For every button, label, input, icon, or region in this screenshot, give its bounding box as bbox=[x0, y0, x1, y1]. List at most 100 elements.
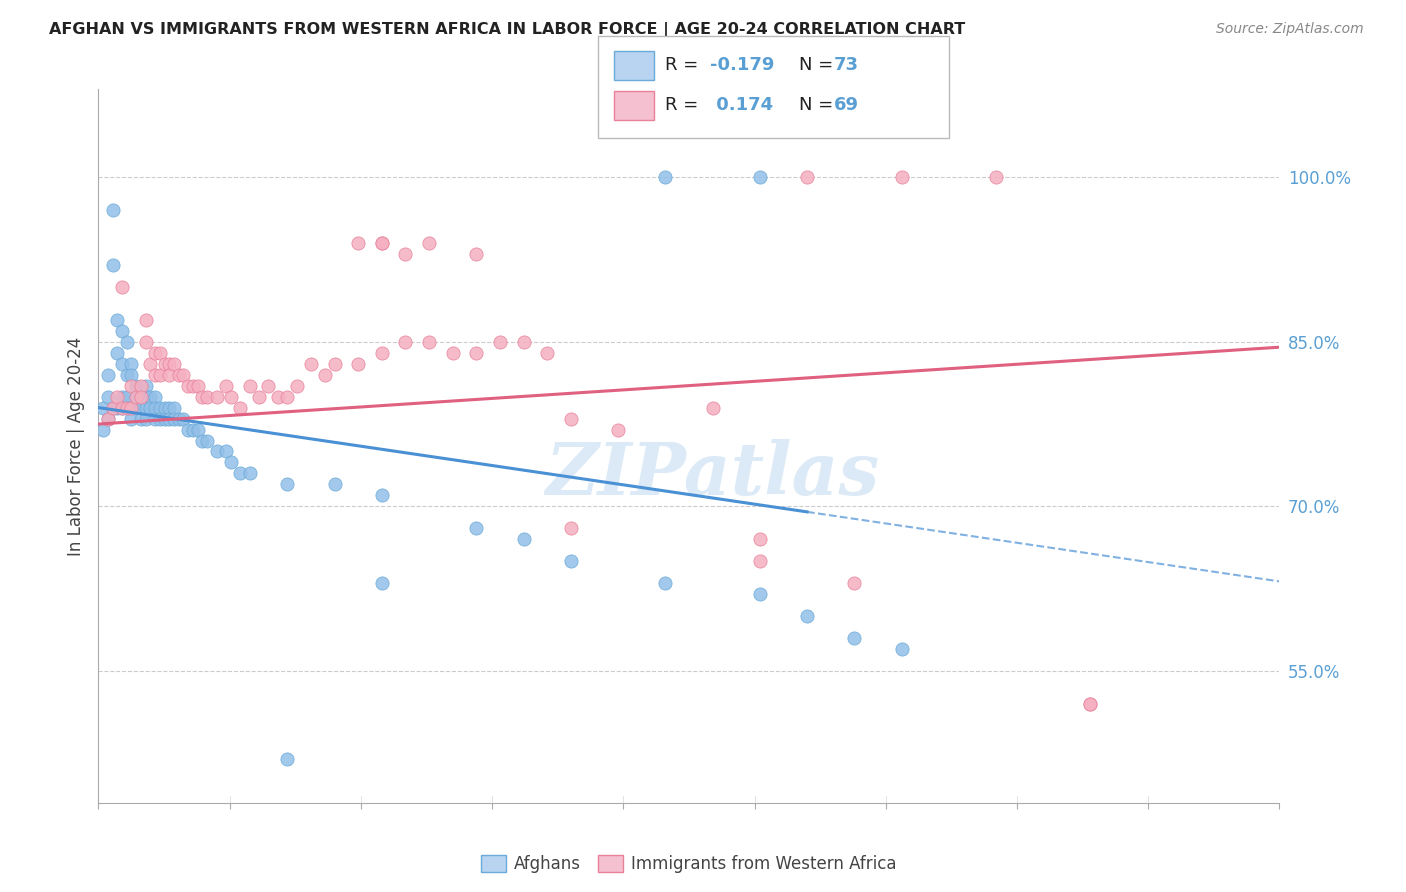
Point bbox=[1080, 697, 1102, 711]
Point bbox=[560, 411, 582, 425]
Point bbox=[111, 280, 134, 294]
Point bbox=[101, 401, 124, 415]
Point bbox=[748, 533, 770, 547]
Point bbox=[115, 368, 138, 382]
Point bbox=[1080, 697, 1102, 711]
Point bbox=[536, 345, 558, 359]
Point bbox=[371, 576, 394, 591]
Point bbox=[195, 434, 218, 448]
Point bbox=[129, 411, 152, 425]
Point bbox=[172, 368, 194, 382]
Point bbox=[748, 169, 770, 184]
Point bbox=[247, 390, 270, 404]
Point bbox=[654, 169, 676, 184]
Point bbox=[267, 390, 290, 404]
Point bbox=[157, 357, 180, 371]
Point bbox=[97, 411, 120, 425]
Point bbox=[844, 576, 866, 591]
Point bbox=[111, 401, 134, 415]
Text: N =: N = bbox=[799, 56, 832, 74]
Point bbox=[157, 368, 180, 382]
Point bbox=[121, 357, 143, 371]
Y-axis label: In Labor Force | Age 20-24: In Labor Force | Age 20-24 bbox=[66, 336, 84, 556]
Point bbox=[285, 378, 308, 392]
Text: R =: R = bbox=[665, 96, 699, 114]
Point bbox=[115, 401, 138, 415]
Point bbox=[135, 401, 157, 415]
Point bbox=[135, 312, 157, 326]
Point bbox=[239, 378, 262, 392]
Point bbox=[465, 345, 488, 359]
Point bbox=[97, 390, 120, 404]
Point bbox=[512, 334, 534, 349]
Point bbox=[890, 642, 912, 657]
Point bbox=[111, 401, 134, 415]
Point bbox=[143, 345, 166, 359]
Point bbox=[489, 334, 512, 349]
Point bbox=[418, 235, 440, 250]
Point bbox=[135, 411, 157, 425]
Point bbox=[276, 477, 298, 491]
Text: 69: 69 bbox=[834, 96, 859, 114]
Point bbox=[111, 324, 134, 338]
Point bbox=[371, 345, 394, 359]
Point bbox=[121, 378, 143, 392]
Point bbox=[153, 357, 176, 371]
Point bbox=[121, 368, 143, 382]
Point bbox=[441, 345, 464, 359]
Text: 0.174: 0.174 bbox=[710, 96, 773, 114]
Point bbox=[347, 357, 370, 371]
Point bbox=[139, 357, 162, 371]
Point bbox=[172, 411, 194, 425]
Point bbox=[91, 423, 114, 437]
Point bbox=[163, 411, 186, 425]
Point bbox=[143, 411, 166, 425]
Point bbox=[229, 401, 252, 415]
Point bbox=[371, 488, 394, 502]
Point bbox=[153, 401, 176, 415]
Point bbox=[139, 390, 162, 404]
Point bbox=[394, 247, 416, 261]
Text: AFGHAN VS IMMIGRANTS FROM WESTERN AFRICA IN LABOR FORCE | AGE 20-24 CORRELATION : AFGHAN VS IMMIGRANTS FROM WESTERN AFRICA… bbox=[49, 22, 966, 38]
Point bbox=[111, 357, 134, 371]
Point bbox=[796, 609, 818, 624]
Point bbox=[115, 390, 138, 404]
Point bbox=[105, 401, 128, 415]
Point bbox=[299, 357, 322, 371]
Point bbox=[796, 169, 818, 184]
Point bbox=[125, 390, 148, 404]
Point bbox=[125, 378, 148, 392]
Point bbox=[91, 401, 114, 415]
Point bbox=[418, 334, 440, 349]
Point bbox=[97, 368, 120, 382]
Point bbox=[153, 411, 176, 425]
Point bbox=[167, 368, 190, 382]
Point bbox=[129, 390, 152, 404]
Point bbox=[347, 235, 370, 250]
Point bbox=[111, 390, 134, 404]
Point bbox=[105, 312, 128, 326]
Point bbox=[371, 235, 394, 250]
Point bbox=[276, 390, 298, 404]
Point bbox=[560, 521, 582, 535]
Point bbox=[101, 258, 124, 272]
Point bbox=[143, 390, 166, 404]
Point bbox=[143, 368, 166, 382]
Point bbox=[143, 401, 166, 415]
Text: R =: R = bbox=[665, 56, 699, 74]
Point bbox=[607, 423, 630, 437]
Point bbox=[105, 345, 128, 359]
Point bbox=[191, 434, 214, 448]
Point bbox=[654, 576, 676, 591]
Point bbox=[129, 378, 152, 392]
Point bbox=[984, 169, 1007, 184]
Point bbox=[187, 378, 209, 392]
Point bbox=[115, 401, 138, 415]
Point bbox=[177, 423, 200, 437]
Point bbox=[215, 378, 238, 392]
Text: -0.179: -0.179 bbox=[710, 56, 775, 74]
Legend: Afghans, Immigrants from Western Africa: Afghans, Immigrants from Western Africa bbox=[474, 848, 904, 880]
Point bbox=[181, 378, 204, 392]
Point bbox=[890, 169, 912, 184]
Point bbox=[394, 334, 416, 349]
